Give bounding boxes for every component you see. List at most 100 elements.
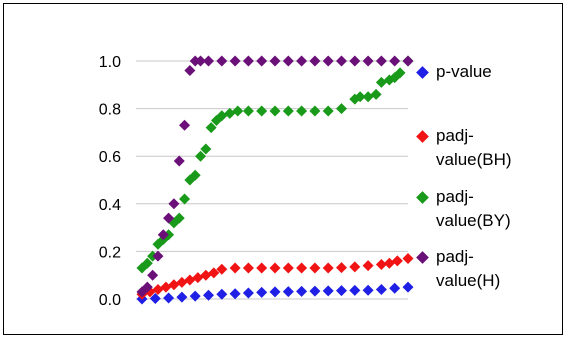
data-point <box>242 287 254 299</box>
data-point <box>256 286 268 298</box>
data-point <box>141 281 153 293</box>
data-point <box>394 67 406 79</box>
data-point <box>322 285 334 297</box>
y-tick-label: 0.2 <box>99 244 121 261</box>
legend-label: padj- value(BY) <box>436 187 511 230</box>
data-point <box>176 276 188 288</box>
data-point <box>216 55 228 67</box>
legend-marker-bh <box>416 130 429 143</box>
data-point <box>354 91 366 103</box>
series-0 <box>136 281 414 305</box>
data-point <box>402 55 414 67</box>
data-point <box>147 269 159 281</box>
legend-marker-by <box>416 191 429 204</box>
data-point <box>375 76 387 88</box>
data-point <box>192 272 204 284</box>
data-point <box>179 119 191 131</box>
data-point <box>336 285 347 297</box>
series-1 <box>136 253 414 300</box>
data-point <box>168 198 180 210</box>
data-point <box>216 263 228 275</box>
chart-frame: 0.0 0.2 0.4 0.6 0.8 1.0 p-value padj- value(B… <box>3 3 563 335</box>
data-point <box>322 262 334 274</box>
data-point <box>208 267 220 279</box>
data-point <box>375 258 387 270</box>
data-point <box>242 262 254 274</box>
data-point <box>163 292 175 304</box>
legend-marker-h <box>416 251 429 264</box>
legend-entry-bh: padj- value(BH) <box>416 124 512 172</box>
data-point <box>205 122 217 134</box>
data-point <box>309 55 321 67</box>
data-point <box>296 105 308 117</box>
data-point <box>336 262 347 274</box>
data-point <box>256 105 268 117</box>
data-point <box>402 281 414 293</box>
data-point <box>256 262 268 274</box>
legend-entry-h: padj- value(H) <box>416 245 501 293</box>
legend-marker-p-value <box>416 66 429 79</box>
y-tick-label: 0.8 <box>99 102 121 119</box>
data-point <box>232 105 244 117</box>
data-point <box>163 212 175 224</box>
y-tick-label: 0.4 <box>99 197 121 214</box>
data-point <box>375 55 387 67</box>
data-point <box>256 55 268 67</box>
data-point <box>229 262 241 274</box>
data-point <box>309 105 321 117</box>
data-point <box>152 250 164 262</box>
scatter-plot: 0.0 0.2 0.4 0.6 0.8 1.0 <box>99 54 414 309</box>
data-point <box>216 110 228 122</box>
data-point <box>402 253 414 265</box>
data-point <box>336 103 347 115</box>
data-point <box>229 288 241 300</box>
data-point <box>149 293 161 305</box>
data-point <box>336 55 347 67</box>
data-point <box>370 88 382 100</box>
y-tick-label: 1.0 <box>99 54 121 71</box>
data-point <box>229 55 241 67</box>
data-point <box>200 143 212 155</box>
data-point <box>269 286 281 298</box>
data-point <box>168 279 180 291</box>
data-point <box>216 288 228 300</box>
data-point <box>179 193 191 205</box>
legend-label: padj- value(BH) <box>436 126 512 169</box>
data-point <box>203 289 214 301</box>
data-point <box>296 285 308 297</box>
series-3 <box>136 55 414 298</box>
data-point <box>349 284 361 296</box>
data-point <box>389 55 401 67</box>
legend-entry-p-value: p-value <box>416 60 492 84</box>
data-point <box>375 283 387 295</box>
data-point <box>269 262 281 274</box>
data-point <box>296 55 308 67</box>
data-point <box>391 255 403 267</box>
data-point <box>176 291 188 303</box>
data-point <box>349 261 361 273</box>
data-point <box>383 257 395 269</box>
data-point <box>173 155 185 167</box>
data-point <box>362 284 374 296</box>
data-point <box>309 285 321 297</box>
y-tick-label: 0.0 <box>99 292 121 309</box>
data-point <box>389 282 401 294</box>
data-point <box>224 107 236 119</box>
y-tick-label: 0.6 <box>99 149 121 166</box>
data-point <box>282 55 294 67</box>
data-point <box>269 105 281 117</box>
data-point <box>152 283 164 295</box>
data-point <box>173 212 185 224</box>
data-point <box>282 286 294 298</box>
data-point <box>322 55 334 67</box>
data-point <box>296 262 308 274</box>
data-point <box>184 274 196 286</box>
legend-entry-by: padj- value(BY) <box>416 185 511 233</box>
data-point <box>309 262 321 274</box>
data-point <box>184 65 196 77</box>
data-point <box>189 290 201 302</box>
legend-label: padj- value(H) <box>436 247 501 290</box>
data-point <box>349 55 361 67</box>
data-point <box>362 91 374 103</box>
data-point <box>269 55 281 67</box>
